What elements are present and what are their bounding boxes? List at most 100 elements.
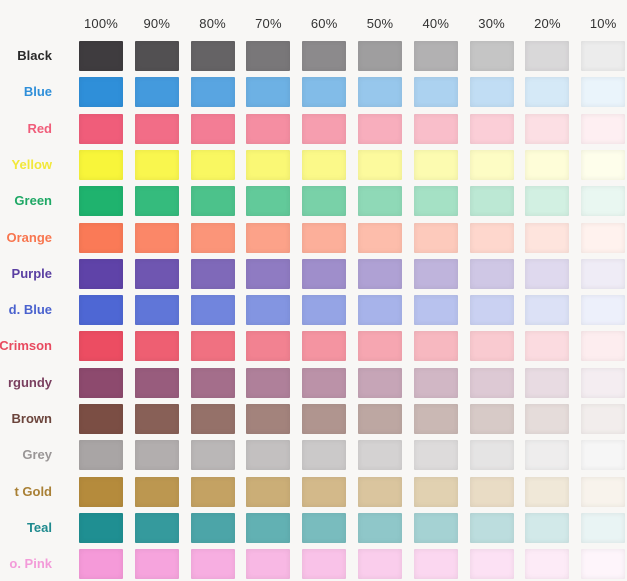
color-swatch xyxy=(525,295,570,326)
color-swatch xyxy=(246,222,291,253)
color-swatch xyxy=(79,512,123,543)
row-label: o. Pink xyxy=(9,556,52,572)
color-swatch xyxy=(79,149,123,180)
color-swatch xyxy=(302,222,347,253)
color-swatch xyxy=(134,512,179,543)
color-swatch xyxy=(302,440,347,471)
color-swatch xyxy=(581,149,626,180)
row-label: Orange xyxy=(6,229,52,245)
color-swatch xyxy=(246,41,291,71)
color-swatch xyxy=(581,367,626,398)
color-swatch xyxy=(190,512,235,543)
color-swatch xyxy=(79,440,123,471)
color-swatch xyxy=(134,77,179,108)
color-swatch xyxy=(469,222,514,253)
color-swatch xyxy=(358,404,402,434)
color-swatch xyxy=(581,512,626,543)
color-swatch xyxy=(469,77,514,108)
color-swatch xyxy=(134,295,179,326)
color-swatch xyxy=(525,404,570,434)
color-swatch xyxy=(134,331,179,362)
color-swatch xyxy=(581,258,626,289)
color-swatch xyxy=(358,476,402,507)
color-swatch xyxy=(79,113,123,144)
color-swatch xyxy=(190,440,235,471)
color-swatch xyxy=(469,258,514,289)
color-swatch xyxy=(246,404,291,434)
row-label: d. Blue xyxy=(8,302,52,318)
color-swatch xyxy=(302,404,347,434)
color-swatch xyxy=(190,113,235,144)
column-header: 90% xyxy=(143,16,171,31)
color-swatch xyxy=(190,295,235,326)
color-swatch xyxy=(302,41,347,71)
color-swatch xyxy=(525,512,570,543)
color-swatch xyxy=(358,41,402,71)
color-swatch xyxy=(581,77,626,108)
color-swatch xyxy=(134,258,179,289)
column-header: 100% xyxy=(83,16,119,31)
color-swatch xyxy=(581,331,626,362)
color-swatch xyxy=(246,367,291,398)
color-swatch xyxy=(413,367,458,398)
color-swatch xyxy=(525,258,570,289)
color-swatch xyxy=(525,149,570,180)
row-label: Black xyxy=(17,48,52,63)
color-swatch xyxy=(302,512,347,543)
color-swatch xyxy=(581,41,626,71)
color-swatch xyxy=(525,367,570,398)
color-swatch xyxy=(469,476,514,507)
color-swatch xyxy=(358,367,402,398)
color-swatch xyxy=(134,476,179,507)
color-swatch xyxy=(525,549,570,580)
color-swatch xyxy=(525,186,570,217)
color-swatch xyxy=(246,186,291,217)
color-swatch xyxy=(525,113,570,144)
color-swatch xyxy=(190,549,235,580)
color-swatch xyxy=(302,258,347,289)
color-swatch xyxy=(79,295,123,326)
color-swatch xyxy=(190,41,235,71)
color-swatch xyxy=(581,222,626,253)
color-swatch xyxy=(525,222,570,253)
color-swatch xyxy=(246,512,291,543)
color-swatch xyxy=(190,222,235,253)
color-swatch xyxy=(134,549,179,580)
color-swatch xyxy=(469,512,514,543)
color-swatch xyxy=(413,549,458,580)
color-swatch xyxy=(469,295,514,326)
row-label: Grey xyxy=(22,447,52,463)
color-swatch xyxy=(358,549,402,580)
color-swatch xyxy=(246,476,291,507)
color-swatch xyxy=(79,222,123,253)
color-swatch xyxy=(134,41,179,71)
color-swatch xyxy=(469,549,514,580)
color-swatch xyxy=(413,331,458,362)
color-swatch xyxy=(79,186,123,217)
color-swatch xyxy=(246,549,291,580)
color-swatch xyxy=(134,186,179,217)
color-swatch xyxy=(581,440,626,471)
color-swatch xyxy=(134,367,179,398)
row-label: t Gold xyxy=(14,483,52,499)
color-swatch xyxy=(246,331,291,362)
color-swatch xyxy=(413,113,458,144)
color-swatch xyxy=(469,186,514,217)
color-swatch xyxy=(190,149,235,180)
color-swatch xyxy=(246,149,291,180)
row-label: Green xyxy=(14,193,52,209)
row-label: Brown xyxy=(11,411,52,426)
color-swatch xyxy=(525,77,570,108)
color-swatch xyxy=(358,440,402,471)
color-swatch xyxy=(358,222,402,253)
color-swatch xyxy=(134,222,179,253)
color-swatch xyxy=(413,41,458,71)
column-header: 40% xyxy=(422,16,450,31)
color-swatch xyxy=(469,331,514,362)
color-swatch xyxy=(413,258,458,289)
color-swatch xyxy=(79,331,123,362)
color-swatch xyxy=(469,404,514,434)
color-swatch xyxy=(358,512,402,543)
color-swatch xyxy=(190,258,235,289)
